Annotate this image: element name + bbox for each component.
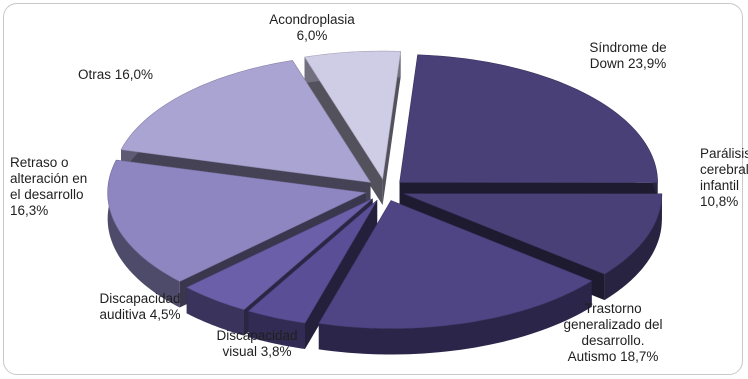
slice-wall-8-1: [304, 57, 383, 206]
slice-label-3: Trastorno generalizado del desarrollo. Auti…: [563, 301, 662, 364]
pie-slice-1: [399, 54, 658, 183]
slice-label-6-line-2: alteración en: [10, 171, 87, 186]
slice-label-3-line-2: generalizado del: [563, 317, 662, 332]
slice-label-2-line-1: Parálisis: [700, 146, 748, 161]
slice-label-6-line-1: Retraso o: [10, 155, 69, 170]
slice-label-8: Acondroplasia 6,0%: [269, 12, 355, 43]
slice-label-8-line-2: 6,0%: [297, 28, 328, 43]
slice-tops: [107, 50, 663, 329]
slice-label-2-line-4: 10,8%: [700, 194, 738, 209]
slice-label-2-line-2: cerebral: [700, 162, 748, 177]
slice-label-5-line-2: auditiva 4,5%: [99, 307, 180, 322]
slice-wall-8-2: [382, 51, 401, 206]
slice-label-4-line-1: Discapacidad: [216, 328, 297, 343]
slice-rim-4: [248, 311, 306, 350]
slice-label-3-line-3: desarrollo.: [581, 333, 644, 348]
slice-rim-2: [604, 193, 662, 301]
slice-label-1-line-1: Síndrome de: [589, 40, 666, 55]
slice-label-6-line-4: 16,3%: [10, 203, 48, 218]
pie-slice-3: [318, 200, 593, 329]
slice-label-2: Parálisis cerebral infantil 10,8%: [700, 146, 748, 209]
slice-label-3-line-1: Trastorno: [584, 301, 641, 316]
pie-slice-4: [247, 199, 378, 324]
slice-label-5: Discapacidad auditiva 4,5%: [99, 291, 180, 322]
slice-rim-3: [318, 280, 592, 355]
slice-label-6: Retraso o alteración en el desarrollo 16,3%: [10, 155, 87, 218]
slice-label-2-line-3: infantil: [700, 178, 739, 193]
slice-label-6-line-3: el desarrollo: [10, 187, 84, 202]
slice-label-5-line-1: Discapacidad: [99, 291, 180, 306]
slice-rim-5: [186, 287, 244, 336]
slice-label-4-line-2: visual 3,8%: [222, 344, 291, 359]
pie-slice-8: [304, 50, 401, 180]
pie-slice-7: [120, 60, 372, 183]
pie-slice-2: [403, 193, 663, 275]
slice-label-1: Síndrome de Down 23,9%: [589, 40, 666, 71]
slice-label-7: Otras 16,0%: [78, 67, 153, 82]
slice-label-4: Discapacidad visual 3,8%: [216, 328, 297, 359]
slice-labels: Síndrome de Down 23,9% Parálisis cerebral in…: [10, 12, 748, 364]
slice-label-8-line-1: Acondroplasia: [269, 12, 355, 27]
slice-label-1-line-2: Down 23,9%: [590, 56, 667, 71]
pie-slice-5: [186, 198, 373, 310]
slice-label-3-line-4: Autismo 18,7%: [568, 349, 659, 364]
slice-label-7-line-1: Otras 16,0%: [78, 67, 153, 82]
pie-slice-6: [107, 159, 367, 282]
